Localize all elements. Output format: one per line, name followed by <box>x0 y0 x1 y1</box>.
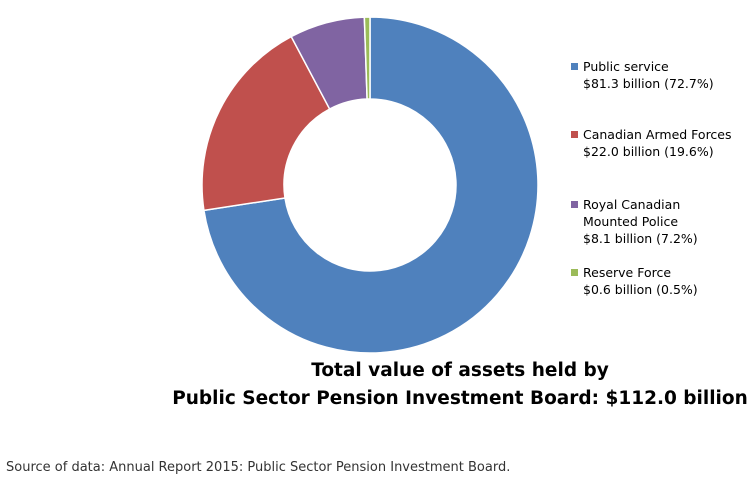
chart-title-line-2: Public Sector Pension Investment Board: … <box>172 388 748 409</box>
legend-label-public-service: Public service <box>583 59 669 74</box>
chart-legend: Public service $81.3 billion (72.7%) Can… <box>571 58 751 298</box>
slice-reserve-force <box>363 16 371 100</box>
slice-public-service <box>203 16 539 354</box>
slice-canadian-armed-forces <box>201 35 331 212</box>
legend-swatch-public-service <box>571 63 578 70</box>
legend-item-canadian-armed-forces: Canadian Armed Forces $22.0 billion (19.… <box>571 126 751 196</box>
legend-label-canadian-armed-forces: Canadian Armed Forces <box>583 127 732 142</box>
source-note: Source of data: Annual Report 2015: Publ… <box>6 460 511 475</box>
legend-detail-rcmp: $8.1 billion (7.2%) <box>583 231 698 246</box>
donut-slices <box>201 16 539 354</box>
legend-detail-reserve-force: $0.6 billion (0.5%) <box>583 282 698 297</box>
legend-label-rcmp-line1: Royal Canadian <box>583 197 681 212</box>
legend-detail-canadian-armed-forces: $22.0 billion (19.6%) <box>583 144 714 159</box>
legend-swatch-reserve-force <box>571 269 578 276</box>
legend-item-reserve-force: Reserve Force $0.6 billion (0.5%) <box>571 264 751 298</box>
chart-title-line-1: Total value of assets held by <box>311 360 609 381</box>
legend-item-rcmp: Royal Canadian Mounted Police $8.1 billi… <box>571 196 751 264</box>
legend-swatch-canadian-armed-forces <box>571 131 578 138</box>
legend-swatch-rcmp <box>571 201 578 208</box>
legend-label-rcmp-line2: Mounted Police <box>583 214 679 229</box>
chart-title: Total value of assets held by Public Sec… <box>150 357 755 413</box>
legend-label-reserve-force: Reserve Force <box>583 265 672 280</box>
legend-item-public-service: Public service $81.3 billion (72.7%) <box>571 58 751 126</box>
legend-detail-public-service: $81.3 billion (72.7%) <box>583 76 714 91</box>
